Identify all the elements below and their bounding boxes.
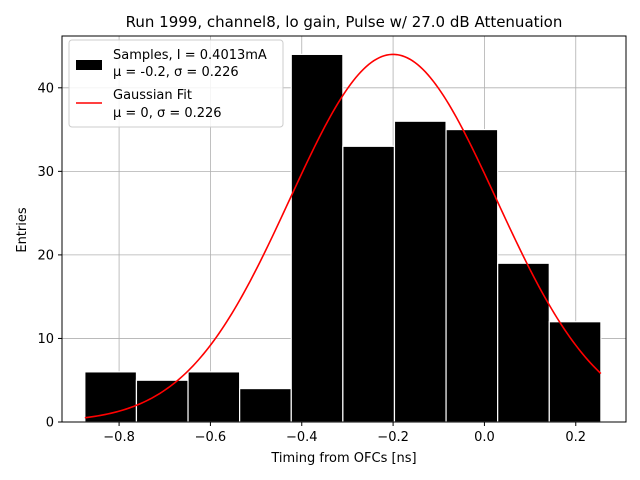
gaussian-fit-line xyxy=(84,53,602,419)
histogram-bar xyxy=(393,120,447,423)
legend: Samples, I = 0.4013mA μ = -0.2, σ = 0.22… xyxy=(68,39,284,128)
y-tick-label: 0 xyxy=(46,416,54,431)
chart-title: Run 1999, channel8, lo gain, Pulse w/ 27… xyxy=(126,13,563,31)
legend-histogram-stats: μ = -0.2, σ = 0.226 xyxy=(113,65,239,80)
y-tick-label: 40 xyxy=(37,81,54,96)
x-tick-label: −0.8 xyxy=(103,430,135,445)
histogram-bar xyxy=(342,145,396,423)
x-tick-label: −0.6 xyxy=(195,430,227,445)
legend-box xyxy=(68,39,284,128)
histogram-bar xyxy=(497,262,550,423)
axes-frame xyxy=(61,35,627,423)
y-axis-ticks: 0 10 20 30 40 xyxy=(37,81,62,431)
x-tick-label: −0.4 xyxy=(286,430,318,445)
x-axis-label: Timing from OFCs [ns] xyxy=(270,451,416,466)
y-axis-label: Entries xyxy=(15,207,30,253)
x-tick-label: −0.2 xyxy=(377,430,409,445)
histogram-bars xyxy=(84,53,602,423)
histogram-bar xyxy=(548,321,602,423)
histogram-bar xyxy=(239,387,292,423)
legend-histogram-label: Samples, I = 0.4013mA xyxy=(113,48,267,63)
x-tick-label: 0.0 xyxy=(474,430,495,445)
legend-fit-stats: μ = 0, σ = 0.226 xyxy=(113,106,222,121)
x-axis-ticks: −0.8 −0.6 −0.4 −0.2 0.0 0.2 xyxy=(103,422,586,445)
histogram-bar xyxy=(290,53,344,423)
histogram-bar xyxy=(445,128,499,423)
y-tick-label: 10 xyxy=(37,332,54,347)
legend-histogram-swatch xyxy=(76,60,102,70)
y-tick-label: 20 xyxy=(37,248,54,263)
histogram-bar xyxy=(84,371,138,423)
legend-fit-label: Gaussian Fit xyxy=(113,88,192,103)
y-tick-label: 30 xyxy=(37,165,54,180)
x-tick-label: 0.2 xyxy=(565,430,586,445)
histogram-bar xyxy=(187,371,241,423)
